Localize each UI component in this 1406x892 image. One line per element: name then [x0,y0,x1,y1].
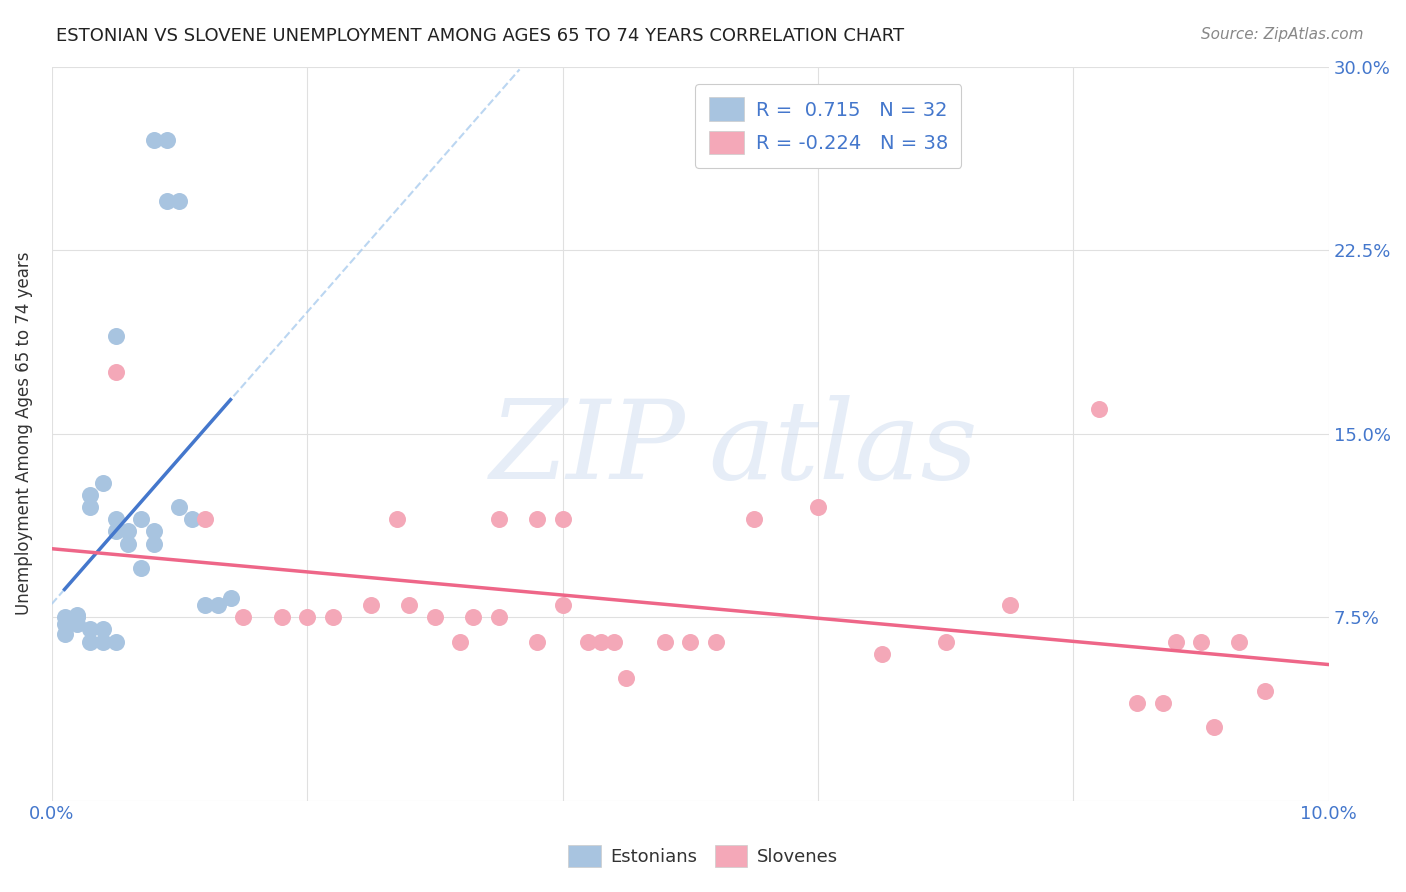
Point [91,475,114,490]
Point [385,512,408,526]
Point [423,610,446,624]
Point [104,328,127,343]
Point [1254,683,1277,698]
Point [1202,720,1225,734]
Point [998,598,1021,612]
Text: ZIP: ZIP [491,394,686,502]
Point [91,634,114,648]
Point [295,610,318,624]
Point [117,524,139,539]
Point [1126,696,1149,710]
Point [219,591,242,605]
Point [79,488,101,502]
Point [91,623,114,637]
Point [551,512,574,526]
Point [1164,634,1187,648]
Point [169,500,191,514]
Point [142,133,165,147]
Point [104,512,127,526]
Point [79,634,101,648]
Point [602,634,624,648]
Point [526,512,548,526]
Text: ESTONIAN VS SLOVENE UNEMPLOYMENT AMONG AGES 65 TO 74 YEARS CORRELATION CHART: ESTONIAN VS SLOVENE UNEMPLOYMENT AMONG A… [56,27,904,45]
Point [679,634,702,648]
Point [79,500,101,514]
Point [616,671,638,685]
Point [488,610,510,624]
Point [870,647,893,661]
Point [576,634,599,648]
Point [1152,696,1174,710]
Point [398,598,420,612]
Y-axis label: Unemployment Among Ages 65 to 74 years: Unemployment Among Ages 65 to 74 years [15,252,32,615]
Point [66,607,89,622]
Legend: Estonians, Slovenes: Estonians, Slovenes [561,838,845,874]
Text: Source: ZipAtlas.com: Source: ZipAtlas.com [1201,27,1364,42]
Point [104,634,127,648]
Point [53,617,76,632]
Point [807,500,830,514]
Point [526,634,548,648]
Point [360,598,382,612]
Point [589,634,612,648]
Point [704,634,727,648]
Text: atlas: atlas [709,394,979,502]
Point [66,610,89,624]
Point [129,512,152,526]
Point [142,524,165,539]
Point [194,598,217,612]
Point [1189,634,1212,648]
Legend: R =  0.715   N = 32, R = -0.224   N = 38: R = 0.715 N = 32, R = -0.224 N = 38 [696,84,962,168]
Point [322,610,344,624]
Point [935,634,957,648]
Point [449,634,471,648]
Point [1088,402,1111,417]
Point [270,610,292,624]
Point [551,598,574,612]
Point [181,512,204,526]
Point [104,524,127,539]
Point [654,634,676,648]
Point [117,537,139,551]
Point [207,598,229,612]
Point [232,610,254,624]
Point [66,617,89,632]
Point [142,537,165,551]
Point [742,512,765,526]
Point [104,366,127,380]
Point [53,610,76,624]
Point [156,133,179,147]
Point [463,610,485,624]
Point [129,561,152,575]
Point [79,623,101,637]
Point [53,627,76,641]
Point [156,194,179,209]
Point [488,512,510,526]
Point [1227,634,1250,648]
Point [194,512,217,526]
Point [169,194,191,209]
